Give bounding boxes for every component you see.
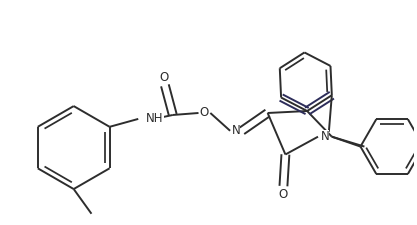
Text: NH: NH: [146, 112, 163, 125]
Text: O: O: [200, 106, 209, 119]
Text: O: O: [159, 71, 168, 84]
Text: N: N: [232, 124, 241, 137]
Text: O: O: [279, 189, 288, 201]
Text: N: N: [321, 130, 329, 143]
